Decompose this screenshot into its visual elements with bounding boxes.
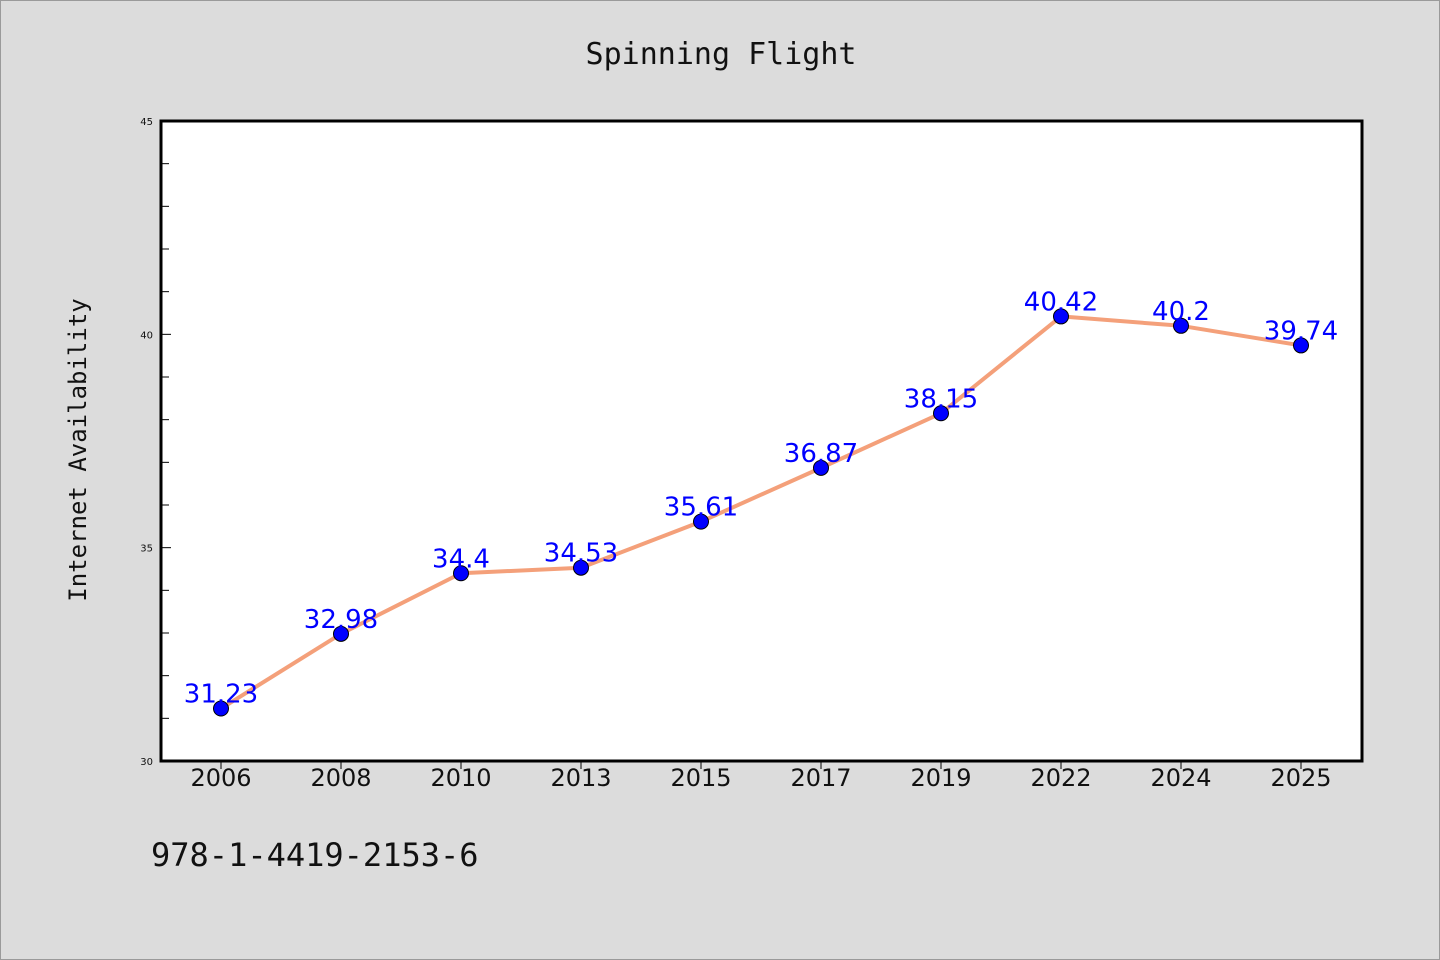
y-tick-label: 30 bbox=[140, 757, 153, 768]
data-label: 32.98 bbox=[304, 605, 378, 635]
y-tick-label: 40 bbox=[140, 330, 153, 341]
plot-area bbox=[159, 119, 1364, 763]
data-label: 40.2 bbox=[1152, 297, 1210, 327]
data-label: 40.42 bbox=[1024, 287, 1098, 317]
data-label: 38.15 bbox=[904, 384, 978, 414]
data-label: 36.87 bbox=[784, 439, 858, 469]
x-tick-label: 2008 bbox=[310, 764, 371, 792]
data-point bbox=[1173, 317, 1189, 334]
data-point bbox=[1053, 308, 1069, 325]
data-label: 34.53 bbox=[544, 539, 618, 569]
y-axis-label: Internet Availability bbox=[64, 298, 92, 601]
data-point bbox=[813, 459, 829, 476]
data-label: 39.74 bbox=[1264, 316, 1338, 346]
x-tick-label: 2025 bbox=[1270, 764, 1331, 792]
data-point bbox=[453, 565, 469, 582]
data-point bbox=[1293, 337, 1309, 354]
data-point bbox=[933, 405, 949, 422]
y-tick-label: 35 bbox=[140, 544, 153, 555]
data-point bbox=[573, 559, 589, 576]
data-label: 35.61 bbox=[664, 493, 738, 523]
data-point bbox=[693, 513, 709, 530]
data-point bbox=[333, 625, 349, 642]
x-tick-label: 2024 bbox=[1150, 764, 1211, 792]
data-label: 31.23 bbox=[184, 680, 258, 710]
x-tick-label: 2015 bbox=[670, 764, 731, 792]
data-point bbox=[213, 700, 229, 717]
x-tick-label: 2017 bbox=[790, 764, 851, 792]
x-tick-label: 2019 bbox=[910, 764, 971, 792]
y-tick-label: 45 bbox=[140, 117, 153, 128]
x-tick-label: 2022 bbox=[1030, 764, 1091, 792]
x-tick-label: 2006 bbox=[190, 764, 251, 792]
chart-title: Spinning Flight bbox=[586, 37, 857, 72]
data-labels: 31.23 32.98 34.4 34.53 35.61 36.87 38.15 40.42 4… bbox=[184, 287, 1338, 709]
x-tick-label: 2010 bbox=[430, 764, 491, 792]
footer-isbn: 978-1-4419-2153-6 bbox=[151, 836, 479, 874]
series-layer bbox=[213, 308, 1309, 717]
x-axis-ticks: 2006 2008 2010 2013 2015 2017 2019 2022 2024 2025 bbox=[190, 761, 1332, 792]
x-tick-label: 2013 bbox=[550, 764, 611, 792]
series-line bbox=[219, 314, 1302, 711]
y-axis-ticks: 30 35 40 45 bbox=[140, 117, 171, 768]
data-label: 34.4 bbox=[432, 544, 490, 574]
